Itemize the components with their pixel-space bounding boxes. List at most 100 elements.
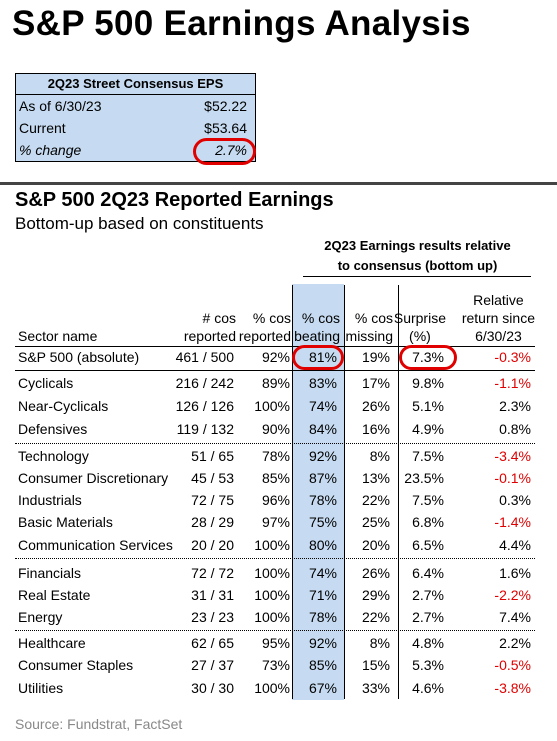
cell-reported: 45 / 53 [191,470,234,486]
consensus-eps-header: 2Q23 Street Consensus EPS [16,74,255,95]
cell-surprise: 7.5% [412,448,444,464]
cell-pct-beating: 87% [308,470,337,486]
cell-pct-reported: 95% [261,635,290,651]
cell-pct-reported: 89% [261,375,290,391]
table-row: Healthcare 62 / 65 95% 92% 8% 4.8% 2.2% [15,632,535,654]
table-row: Energy 23 / 23 100% 78% 22% 2.7% 7.4% [15,606,535,628]
cell-sector: Industrials [18,492,82,508]
eps-row-change: % change 2.7% [16,139,255,161]
cell-reported: 72 / 75 [191,492,234,508]
group-separator [15,443,535,444]
cell-relative-return: 0.8% [499,421,531,437]
cell-reported: 27 / 37 [191,657,234,673]
column-divider [292,285,293,699]
table-row: S&P 500 (absolute) 461 / 500 92% 81% 19% 7.3%… [15,346,535,368]
cell-pct-reported: 100% [254,537,290,553]
cell-pct-beating: 81% [308,349,337,365]
col-head-relative-return: Relative return since 6/30/23 [461,292,535,344]
cell-reported: 30 / 30 [191,680,234,696]
cell-relative-return: 7.4% [499,609,531,625]
cell-pct-missing: 15% [361,657,390,673]
cell-sector: Technology [18,448,89,464]
col-head-sector: Sector name [18,328,98,344]
table-row: Utilities 30 / 30 100% 67% 33% 4.6% -3.8% [15,677,535,699]
table-row: Real Estate 31 / 31 100% 71% 29% 2.7% -2.2% [15,584,535,606]
cell-sector: Communication Services [18,537,173,553]
cell-surprise: 4.8% [412,635,444,651]
cell-relative-return: -1.1% [494,375,531,391]
cell-sector: Energy [18,609,63,625]
cell-sector: Cyclicals [18,375,74,391]
section-subtitle: Bottom-up based on constituents [15,214,264,233]
cell-pct-beating: 84% [308,421,337,437]
eps-value: 2.7% [215,142,247,158]
cell-reported: 72 / 72 [191,565,234,581]
cell-relative-return: -0.5% [494,657,531,673]
cell-pct-missing: 20% [361,537,390,553]
cell-pct-reported: 100% [254,609,290,625]
cell-reported: 20 / 20 [191,537,234,553]
cell-sector: Basic Materials [18,514,113,530]
table-row: Consumer Staples 27 / 37 73% 85% 15% 5.3% -0.5… [15,654,535,676]
cell-pct-beating: 75% [308,514,337,530]
cell-pct-reported: 73% [261,657,290,673]
surprise-highlight-circle [399,345,457,370]
cell-sector: Healthcare [18,635,86,651]
cell-surprise: 6.8% [412,514,444,530]
cell-pct-reported: 85% [261,470,290,486]
table-row: Cyclicals 216 / 242 89% 83% 17% 9.8% -1.1% [15,372,535,394]
cell-relative-return: 0.3% [499,492,531,508]
eps-label: As of 6/30/23 [19,98,102,114]
table-row: Basic Materials 28 / 29 97% 75% 25% 6.8% -1.4% [15,511,535,533]
table-row: Technology 51 / 65 78% 92% 8% 7.5% -3.4% [15,445,535,467]
col-head-reported: # cos reported [183,310,236,344]
cell-surprise: 5.3% [412,657,444,673]
section-title: S&P 500 2Q23 Reported Earnings [15,189,334,211]
consensus-eps-box: 2Q23 Street Consensus EPS As of 6/30/23 … [15,73,256,162]
relative-header-line: 2Q23 Earnings results relative [324,238,511,253]
cell-sector: Financials [18,565,82,581]
eps-label: % change [19,142,82,158]
cell-relative-return: 1.6% [499,565,531,581]
cell-reported: 28 / 29 [191,514,234,530]
cell-pct-missing: 19% [361,349,390,365]
cell-reported: 23 / 23 [191,609,234,625]
column-divider [398,285,399,699]
cell-pct-reported: 78% [261,448,290,464]
cell-surprise: 6.5% [412,537,444,553]
cell-reported: 216 / 242 [175,375,234,391]
eps-label: Current [19,120,66,136]
cell-pct-beating: 78% [308,492,337,508]
cell-pct-missing: 26% [361,398,390,414]
cell-pct-reported: 100% [254,398,290,414]
col-head-pct-missing: % cos missing [345,310,393,344]
header-row-separator [15,346,535,347]
cell-relative-return: -1.4% [494,514,531,530]
cell-surprise: 7.3% [412,349,444,365]
cell-pct-missing: 16% [361,421,390,437]
cell-relative-return: -0.1% [494,470,531,486]
section-divider [0,182,557,185]
cell-pct-beating: 71% [308,587,337,603]
cell-relative-return: 2.3% [499,398,531,414]
cell-pct-missing: 22% [361,609,390,625]
cell-relative-return: -3.8% [494,680,531,696]
cell-sector: Consumer Discretionary [18,470,169,486]
cell-pct-beating: 74% [308,565,337,581]
table-row: Industrials 72 / 75 96% 78% 22% 7.5% 0.3% [15,489,535,511]
cell-pct-reported: 97% [261,514,290,530]
cell-sector: Real Estate [18,587,91,603]
eps-value: $52.22 [204,98,247,114]
cell-relative-return: -3.4% [494,448,531,464]
col-head-pct-reported: % cos reported [238,310,291,344]
cell-pct-beating: 83% [308,375,337,391]
cell-pct-reported: 90% [261,421,290,437]
relative-header-line: to consensus (bottom up) [337,258,498,273]
cell-pct-missing: 13% [361,470,390,486]
cell-pct-reported: 96% [261,492,290,508]
cell-sector: Utilities [18,680,64,696]
cell-relative-return: -2.2% [494,587,531,603]
cell-pct-missing: 33% [361,680,390,696]
cell-relative-return: 4.4% [499,537,531,553]
col-head-surprise: Surprise (%) [393,310,446,344]
